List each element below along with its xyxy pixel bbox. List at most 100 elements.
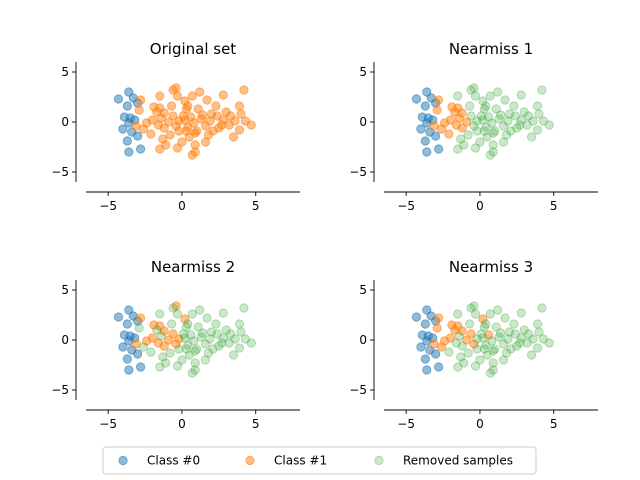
data-point — [122, 354, 132, 364]
data-point — [476, 111, 487, 121]
legend-marker — [245, 455, 255, 466]
data-point — [522, 120, 532, 130]
data-point — [445, 115, 456, 125]
data-point — [183, 101, 193, 111]
data-point — [420, 136, 430, 146]
subplot-2: Nearmiss 1 −5 0 5 −5 0 5 — [349, 40, 598, 213]
data-point — [457, 123, 467, 133]
data-point — [494, 332, 504, 342]
data-point — [122, 101, 132, 111]
data-point — [217, 338, 227, 348]
data-point — [515, 120, 525, 130]
x-tick-label: 5 — [550, 417, 558, 431]
data-point — [516, 308, 526, 318]
data-point — [113, 94, 124, 104]
data-point — [500, 95, 510, 105]
data-point — [172, 361, 183, 371]
data-point — [479, 126, 489, 136]
data-point — [124, 365, 134, 375]
data-point — [187, 368, 197, 378]
data-point — [509, 319, 519, 329]
series-class1 — [429, 95, 472, 139]
data-point — [239, 85, 249, 95]
data-point — [228, 132, 239, 142]
data-point — [190, 358, 200, 368]
data-point — [453, 144, 463, 154]
data-point — [203, 348, 214, 358]
data-point — [469, 301, 479, 311]
data-point — [500, 313, 510, 323]
data-point — [484, 330, 494, 340]
legend: Class #0 Class #1 Removed samples — [102, 446, 537, 475]
data-point — [155, 144, 165, 154]
data-point — [136, 95, 146, 105]
data-point — [171, 339, 181, 349]
data-point — [537, 85, 547, 95]
data-point — [147, 115, 158, 125]
x-tick-label: 5 — [252, 417, 260, 431]
subplot-4: Nearmiss 3 −5 0 5 −5 0 5 — [349, 258, 598, 431]
data-point — [239, 303, 249, 313]
data-point — [528, 334, 538, 344]
data-point — [165, 130, 175, 140]
data-point — [195, 305, 205, 315]
data-point — [532, 125, 543, 135]
legend-label: Class #0 — [147, 454, 200, 468]
data-point — [206, 327, 217, 337]
data-point — [189, 336, 199, 346]
data-point — [200, 355, 211, 365]
data-point — [221, 325, 231, 335]
subplot-1: Original set −5 0 5 −5 0 5 — [51, 40, 300, 213]
data-point — [485, 91, 495, 101]
subplot-3: Nearmiss 2 −5 0 5 −5 0 5 — [51, 258, 300, 431]
data-point — [431, 131, 441, 141]
data-point — [146, 129, 156, 139]
data-point — [190, 147, 200, 157]
data-point — [498, 137, 509, 147]
data-point — [498, 355, 509, 365]
data-point — [186, 330, 196, 340]
data-point — [488, 346, 498, 356]
data-point — [174, 126, 184, 136]
data-point — [436, 342, 447, 352]
data-point — [234, 343, 245, 353]
data-point — [190, 365, 200, 375]
data-point — [422, 147, 432, 157]
data-point — [187, 91, 197, 101]
data-point — [445, 333, 456, 343]
data-point — [506, 344, 516, 354]
data-point — [131, 339, 141, 349]
y-tick-label: 5 — [359, 283, 367, 297]
data-point — [479, 344, 489, 354]
data-point — [234, 125, 245, 135]
data-point — [133, 349, 143, 359]
data-point — [133, 131, 143, 141]
data-point — [202, 95, 212, 105]
subplot-title: Nearmiss 1 — [449, 40, 533, 58]
data-point — [498, 339, 509, 349]
data-point — [454, 331, 464, 341]
data-point — [240, 334, 250, 344]
data-point — [478, 96, 488, 106]
data-point — [485, 368, 495, 378]
data-point — [482, 350, 492, 360]
data-point — [208, 344, 218, 354]
data-point — [534, 109, 544, 119]
data-point — [228, 350, 239, 360]
data-point — [519, 325, 529, 335]
data-point — [503, 116, 513, 126]
data-point — [481, 101, 491, 111]
data-point — [491, 104, 501, 114]
data-point — [488, 140, 498, 150]
data-point — [432, 323, 442, 333]
data-point — [501, 348, 512, 358]
data-point — [434, 144, 444, 154]
data-point — [526, 350, 537, 360]
data-point — [214, 341, 224, 351]
data-point — [495, 328, 506, 338]
data-point — [136, 144, 146, 154]
data-point — [472, 126, 482, 136]
data-point — [470, 361, 481, 371]
data-point — [487, 336, 497, 346]
data-point — [466, 303, 476, 313]
